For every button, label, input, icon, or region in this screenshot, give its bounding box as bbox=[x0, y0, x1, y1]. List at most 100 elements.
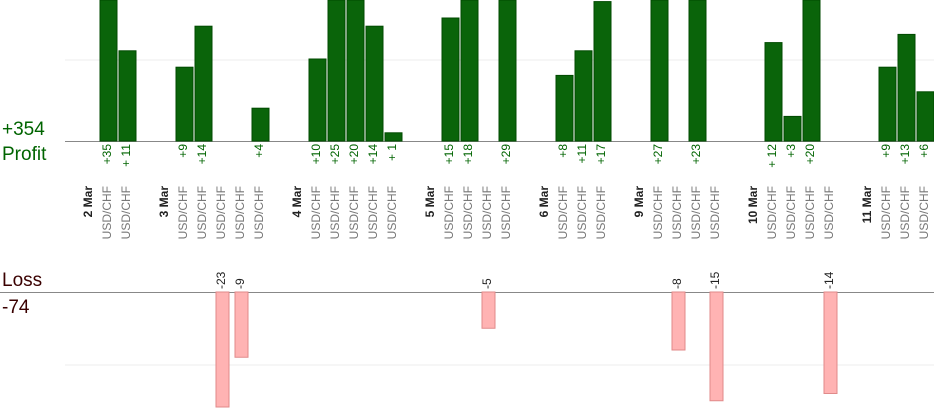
date-label: 10 Mar bbox=[746, 186, 760, 224]
profit-bar bbox=[308, 58, 327, 142]
profit-bar bbox=[878, 66, 897, 142]
symbol-label: USD/CHF bbox=[708, 186, 722, 239]
profit-value-label: +14 bbox=[195, 144, 209, 165]
profit-value-label: +9 bbox=[879, 144, 893, 158]
profit-bar bbox=[498, 0, 517, 142]
profit-bar bbox=[346, 0, 365, 142]
profit-value-label: + 11 bbox=[119, 144, 133, 167]
symbol-label: USD/CHF bbox=[233, 186, 247, 239]
profit-label: Profit bbox=[2, 144, 47, 165]
profit-bar bbox=[574, 50, 593, 142]
loss-value-label: -9 bbox=[233, 278, 247, 289]
date-label: 5 Mar bbox=[423, 186, 437, 218]
profit-value-label: +29 bbox=[499, 144, 513, 165]
profit-value-label: + 12 bbox=[765, 144, 779, 168]
profit-value-label: +15 bbox=[442, 144, 456, 165]
loss-bar bbox=[481, 291, 496, 329]
profit-value-label: +13 bbox=[898, 144, 912, 165]
symbol-label: USD/CHF bbox=[328, 186, 342, 239]
loss-bar bbox=[823, 291, 838, 394]
loss-label: Loss bbox=[2, 270, 42, 291]
profit-bar bbox=[251, 107, 270, 142]
profit-bar bbox=[802, 0, 821, 142]
symbol-label: USD/CHF bbox=[385, 186, 399, 239]
profit-value-label: +10 bbox=[309, 144, 323, 165]
symbol-label: USD/CHF bbox=[898, 186, 912, 239]
symbol-label: USD/CHF bbox=[461, 186, 475, 239]
date-label: 11 Mar bbox=[860, 186, 874, 224]
profit-bar bbox=[365, 25, 384, 142]
symbol-label: USD/CHF bbox=[822, 186, 836, 239]
profit-bar bbox=[764, 42, 783, 142]
profit-bar bbox=[688, 0, 707, 142]
profit-bar bbox=[897, 33, 916, 142]
symbol-label: USD/CHF bbox=[651, 186, 665, 239]
loss-value-label: -8 bbox=[670, 278, 684, 289]
symbol-label: USD/CHF bbox=[347, 186, 361, 239]
profit-bar bbox=[593, 1, 612, 142]
profit-value-label: +25 bbox=[328, 144, 342, 165]
date-label: 4 Mar bbox=[290, 186, 304, 218]
symbol-label: USD/CHF bbox=[214, 186, 228, 239]
loss-value-label: -14 bbox=[822, 271, 836, 289]
profit-value-label: +18 bbox=[461, 144, 475, 165]
profit-value-label: +8 bbox=[556, 144, 570, 158]
profit-bar bbox=[650, 0, 669, 142]
date-label: 2 Mar bbox=[81, 186, 95, 218]
symbol-label: USD/CHF bbox=[594, 186, 608, 239]
profit-value-label: +14 bbox=[366, 144, 380, 165]
symbol-label: USD/CHF bbox=[195, 186, 209, 239]
symbol-label: USD/CHF bbox=[879, 186, 893, 239]
profit-value-label: +20 bbox=[803, 144, 817, 165]
symbol-label: USD/CHF bbox=[100, 186, 114, 239]
symbol-label: USD/CHF bbox=[670, 186, 684, 239]
profit-bar bbox=[460, 0, 479, 142]
profit-value-label: +11 bbox=[575, 144, 589, 164]
profit-value-label: +17 bbox=[594, 144, 608, 165]
symbol-label: USD/CHF bbox=[176, 186, 190, 239]
symbol-label: USD/CHF bbox=[689, 186, 703, 239]
profit-bar bbox=[441, 17, 460, 142]
date-label: 9 Mar bbox=[632, 186, 646, 218]
loss-bar bbox=[215, 291, 230, 408]
profit-bar bbox=[916, 91, 934, 142]
profit-value-label: +35 bbox=[100, 144, 114, 165]
date-label: 3 Mar bbox=[157, 186, 171, 218]
symbol-label: USD/CHF bbox=[442, 186, 456, 239]
loss-bar bbox=[234, 291, 249, 358]
profit-value-label: +20 bbox=[347, 144, 361, 165]
symbol-label: USD/CHF bbox=[917, 186, 931, 239]
profit-value-label: +6 bbox=[917, 144, 931, 158]
symbol-label: USD/CHF bbox=[499, 186, 513, 239]
loss-bar bbox=[671, 291, 686, 351]
profit-bar bbox=[99, 0, 118, 142]
symbol-label: USD/CHF bbox=[803, 186, 817, 239]
profit-bar bbox=[327, 0, 346, 142]
profit-bar bbox=[118, 50, 137, 142]
loss-value-label: -15 bbox=[708, 271, 722, 289]
profit-total: +354 bbox=[2, 119, 45, 140]
profit-bar bbox=[194, 25, 213, 142]
profit-value-label: + 1 bbox=[385, 144, 399, 161]
symbol-label: USD/CHF bbox=[784, 186, 798, 239]
date-label: 6 Mar bbox=[537, 186, 551, 218]
profit-value-label: +9 bbox=[176, 144, 190, 158]
loss-bar bbox=[709, 291, 724, 402]
symbol-label: USD/CHF bbox=[309, 186, 323, 239]
profit-bar bbox=[175, 66, 194, 142]
symbol-label: USD/CHF bbox=[252, 186, 266, 239]
symbol-label: USD/CHF bbox=[575, 186, 589, 239]
symbol-label: USD/CHF bbox=[556, 186, 570, 239]
symbol-label: USD/CHF bbox=[119, 186, 133, 239]
loss-total: -74 bbox=[2, 297, 30, 318]
profit-value-label: +3 bbox=[784, 144, 798, 158]
profit-bar bbox=[384, 132, 403, 142]
profit-bar bbox=[555, 74, 574, 142]
loss-value-label: -23 bbox=[214, 271, 228, 289]
profit-bar bbox=[783, 115, 802, 142]
profit-value-label: +27 bbox=[651, 144, 665, 165]
loss-value-label: -5 bbox=[480, 278, 494, 289]
symbol-label: USD/CHF bbox=[366, 186, 380, 239]
symbol-label: USD/CHF bbox=[765, 186, 779, 239]
